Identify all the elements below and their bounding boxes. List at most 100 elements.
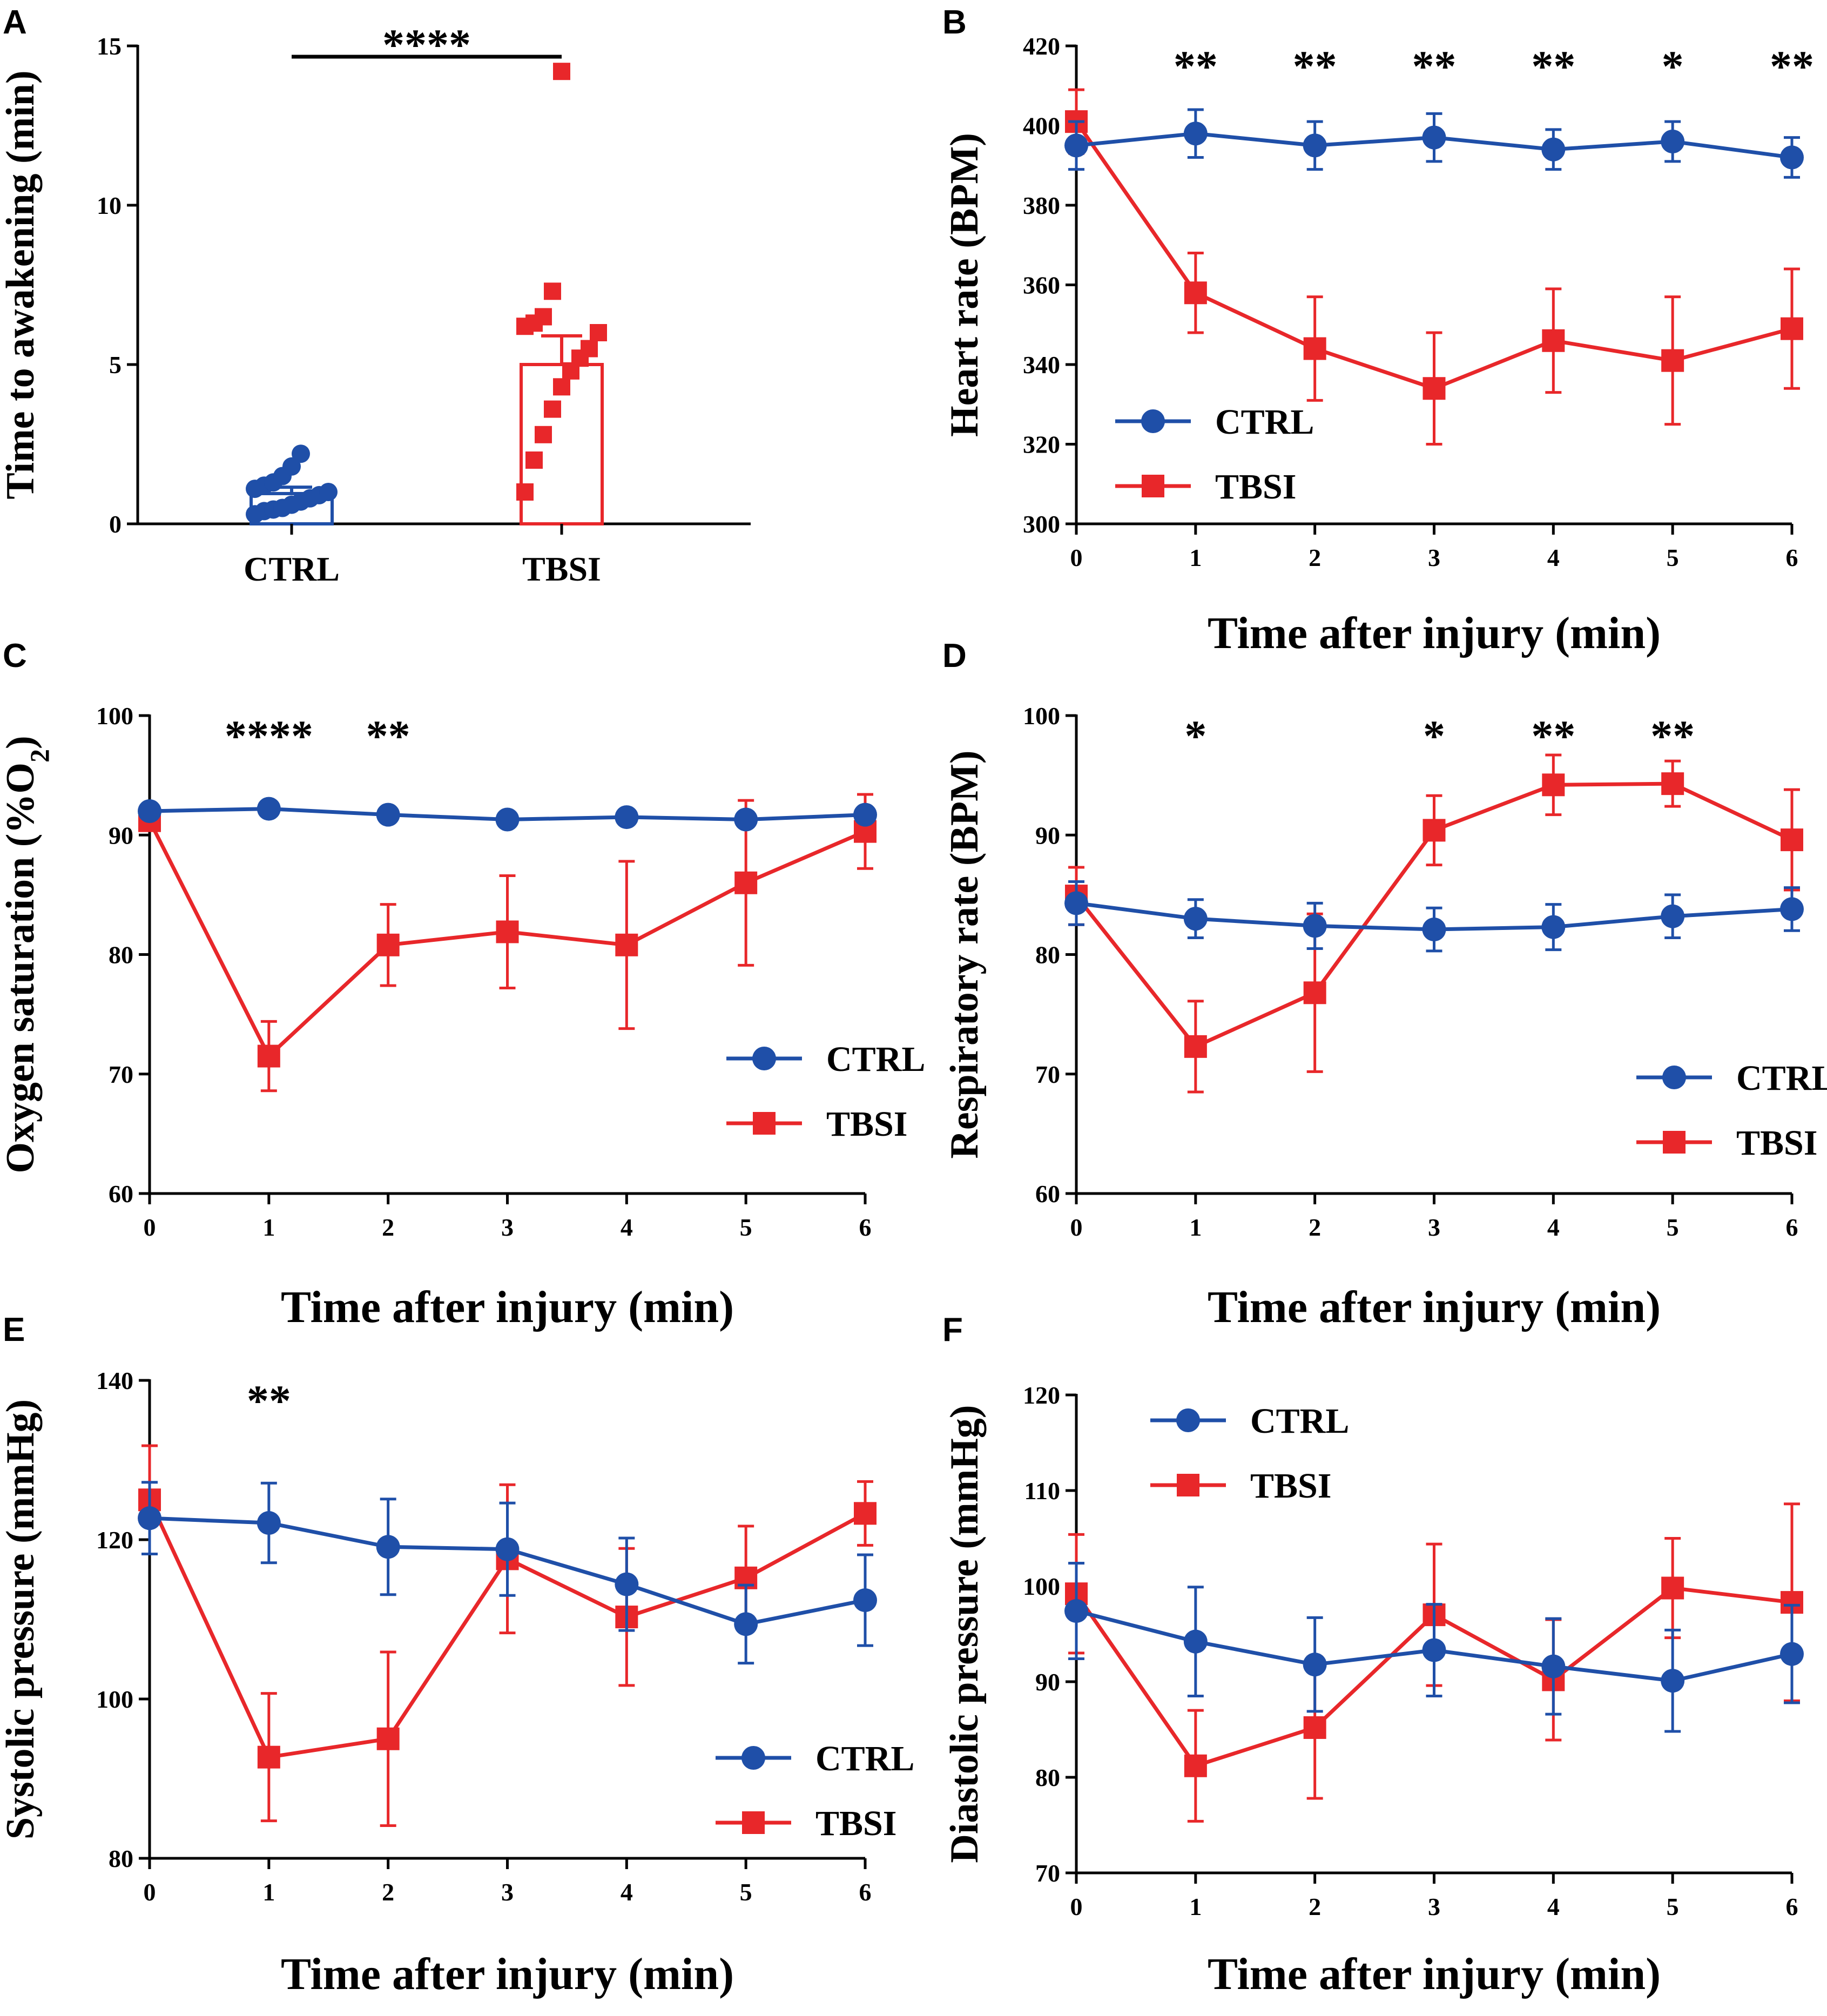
tbsi-point xyxy=(544,282,561,300)
ctrl-marker-0 xyxy=(138,1506,161,1530)
tbsi-point xyxy=(553,378,570,396)
x-tick-label: 4 xyxy=(621,1878,633,1906)
tbsi-marker-1 xyxy=(257,1044,280,1068)
y-tick-label: 120 xyxy=(96,1526,133,1554)
y-tick-label: 70 xyxy=(1035,1061,1060,1088)
legend-label: CTRL xyxy=(1215,402,1314,442)
significance-stars: * xyxy=(1662,42,1684,91)
legend: CTRL TBSI xyxy=(1150,1401,1349,1506)
significance-stars: ** xyxy=(1650,711,1695,760)
x-tick-label: 1 xyxy=(262,1878,275,1906)
x-tick-label: 4 xyxy=(1547,1893,1560,1920)
significance-stars: ** xyxy=(247,1376,291,1425)
y-tick-label: 80 xyxy=(1035,1764,1060,1791)
significance-stars: ** xyxy=(1293,42,1337,91)
x-tick-label: 5 xyxy=(1667,1213,1679,1241)
ctrl-marker-6 xyxy=(1780,1642,1804,1666)
y-axis-label-text: Heart rate (BPM) xyxy=(942,133,987,437)
y-tick-label: 15 xyxy=(97,32,122,60)
significance-stars: ** xyxy=(1174,42,1218,91)
ctrl-marker-5 xyxy=(734,807,758,832)
x-axis-label: Time after injury (min) xyxy=(281,1282,734,1332)
ctrl-marker-legend xyxy=(741,1746,765,1770)
significance-stars: * xyxy=(1184,711,1206,760)
x-tick-label: 5 xyxy=(1667,544,1679,571)
ctrl-marker-0 xyxy=(1064,1599,1088,1623)
series-ctrl xyxy=(1064,1562,1804,1733)
y-tick-label: 300 xyxy=(1023,510,1060,538)
y-tick-label: 80 xyxy=(109,941,133,969)
ctrl-marker-3 xyxy=(1422,918,1446,942)
y-tick-label: 80 xyxy=(109,1845,133,1872)
tbsi-point xyxy=(535,308,552,326)
panel-letter: F xyxy=(942,1311,963,1349)
legend-label: TBSI xyxy=(1736,1123,1817,1163)
x-tick-label: 5 xyxy=(1667,1893,1679,1920)
significance-stars: ** xyxy=(1412,42,1457,91)
tbsi-marker-legend xyxy=(1663,1131,1686,1154)
y-tick-label: 80 xyxy=(1035,941,1060,969)
significance-stars: * xyxy=(1423,711,1445,760)
ctrl-marker-1 xyxy=(1183,122,1208,146)
ctrl-marker-5 xyxy=(734,1612,758,1636)
x-tick-label: 3 xyxy=(501,1213,514,1241)
legend: CTRL TBSI xyxy=(716,1739,914,1843)
x-tick-label: 3 xyxy=(1428,544,1440,571)
legend-label: TBSI xyxy=(1215,467,1296,507)
ctrl-marker-5 xyxy=(1661,130,1685,153)
ctrl-marker-0 xyxy=(138,799,161,823)
significance-stars: **** xyxy=(225,711,313,760)
tbsi-marker-4 xyxy=(615,933,638,956)
series-ctrl xyxy=(1064,880,1804,953)
panel-E: E 80 100 120 140 Systolic pressure (mmHg) 0 1 2 3… xyxy=(0,1311,914,1999)
ctrl-marker-3 xyxy=(495,1537,520,1561)
y-tick-label: 100 xyxy=(96,1685,133,1713)
legend: CTRL TBSI xyxy=(1636,1058,1827,1163)
series-tbsi xyxy=(1065,88,1803,446)
panel-A: A 0 5 10 15 Time to awakening (min) CTRL TBSI **… xyxy=(0,4,751,588)
panel-D: D 60 70 80 90 100 Respiratory rate (BPM) 0 1 2 3 4 5… xyxy=(942,637,1827,1332)
tbsi-point xyxy=(516,483,534,501)
ctrl-marker-1 xyxy=(1183,1629,1208,1654)
y-tick-label: 0 xyxy=(109,510,122,538)
y-axis-label: Oxygen saturation (%O2) xyxy=(0,736,55,1173)
legend-label: CTRL xyxy=(1250,1401,1349,1441)
y-tick-label: 90 xyxy=(1035,1668,1060,1696)
y-axis-label-sub: 2 xyxy=(24,749,55,763)
tbsi-marker-5 xyxy=(1661,349,1684,372)
ctrl-marker-3 xyxy=(1422,1638,1446,1662)
y-tick-label: 60 xyxy=(109,1180,133,1208)
ctrl-marker-legend xyxy=(1176,1408,1200,1432)
y-axis-label-end: ) xyxy=(0,736,43,749)
significance-stars: ** xyxy=(366,711,410,760)
x-tick-label: 0 xyxy=(1070,1213,1083,1241)
tbsi-marker-1 xyxy=(257,1745,280,1769)
tbsi-marker-3 xyxy=(496,920,519,943)
panel-letter: E xyxy=(3,1311,25,1349)
x-axis-label: Time after injury (min) xyxy=(1208,1282,1661,1332)
tbsi-point xyxy=(553,63,570,80)
x-tick-label: 2 xyxy=(382,1213,394,1241)
ctrl-marker-2 xyxy=(1303,914,1327,938)
ctrl-marker-1 xyxy=(1183,907,1208,931)
x-tick-label: 6 xyxy=(1786,544,1798,571)
x-tick-label: 3 xyxy=(1428,1893,1440,1920)
ctrl-marker-4 xyxy=(615,1572,639,1596)
y-axis-label: Time to awakening (min) xyxy=(0,70,43,499)
ctrl-marker-0 xyxy=(1064,133,1088,158)
x-tick-label: 6 xyxy=(859,1213,872,1241)
ctrl-marker-3 xyxy=(495,807,520,832)
y-tick-label: 340 xyxy=(1023,351,1060,379)
tbsi-marker-legend xyxy=(1142,475,1164,497)
panel-B: B 300 320 340 360 380 400 420 Heart rate (BPM) 0 1… xyxy=(942,4,1814,658)
x-tick-label: 3 xyxy=(501,1878,514,1906)
ctrl-marker-6 xyxy=(853,1588,877,1613)
tbsi-point xyxy=(535,426,552,443)
tbsi-marker-2 xyxy=(376,933,400,956)
y-axis-label: Respiratory rate (BPM) xyxy=(942,750,987,1158)
x-tick-label: 1 xyxy=(1189,544,1202,571)
panel-letter: D xyxy=(942,637,967,675)
y-tick-label: 90 xyxy=(1035,821,1060,849)
y-tick-label: 120 xyxy=(1023,1381,1060,1409)
x-axis-label: Time after injury (min) xyxy=(1208,1949,1661,1999)
